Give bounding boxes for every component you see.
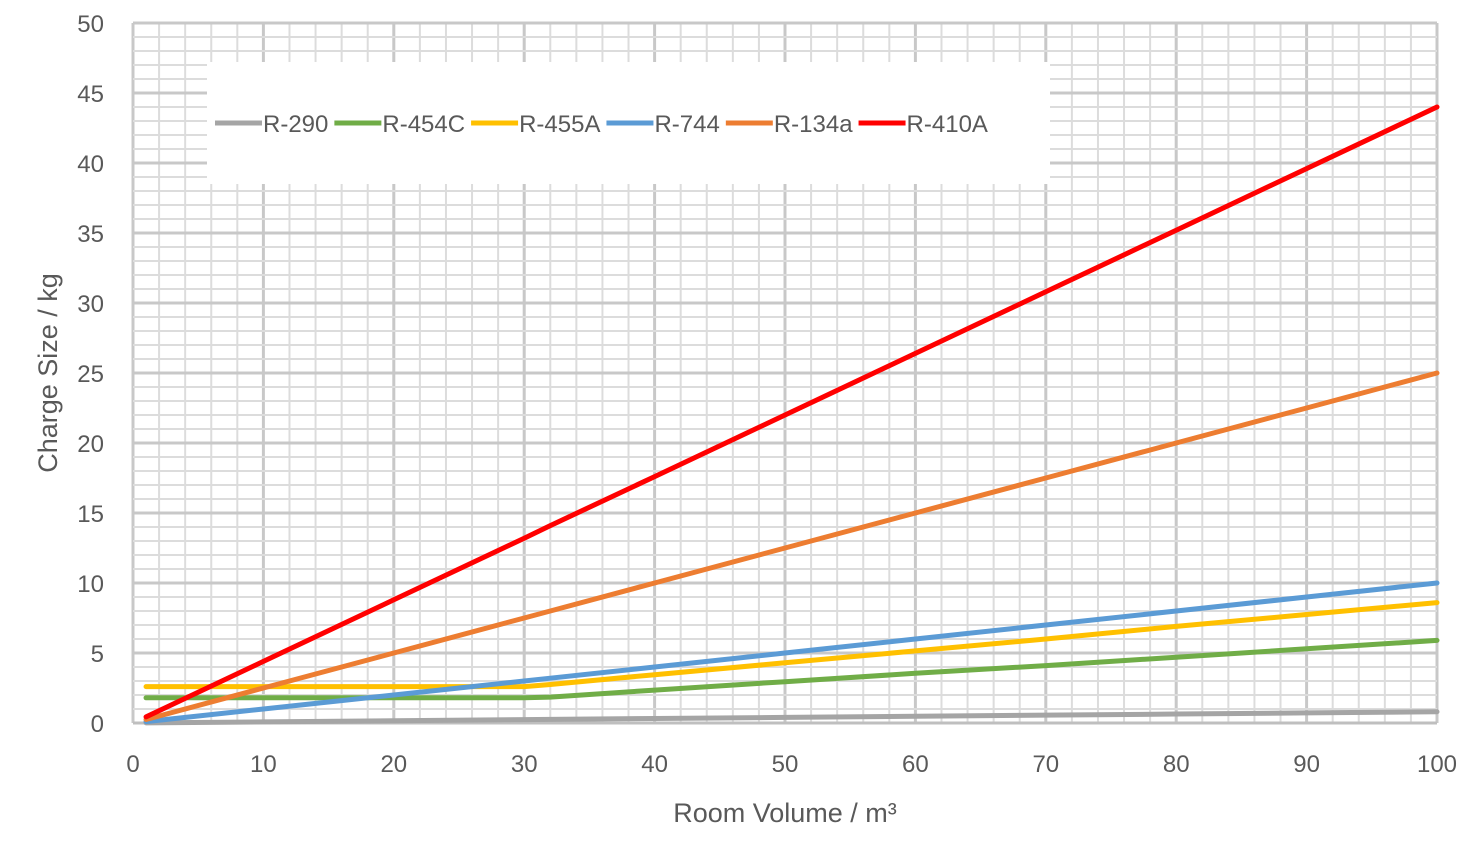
x-tick-label: 10 <box>250 751 277 778</box>
y-tick-label: 35 <box>77 221 104 248</box>
legend-label: R-744 <box>654 111 719 138</box>
series-line-r-410a <box>143 104 1440 720</box>
y-tick-label: 10 <box>77 571 104 598</box>
x-tick-label: 20 <box>380 751 407 778</box>
x-tick-label: 30 <box>511 751 538 778</box>
legend-label: R-410A <box>907 111 988 138</box>
y-tick-label: 30 <box>77 291 104 318</box>
legend-label: R-455A <box>519 111 600 138</box>
series-line-r-455a <box>143 600 1440 690</box>
series-line-r-290 <box>143 709 1440 726</box>
x-tick-label: 70 <box>1032 751 1059 778</box>
y-tick-label: 50 <box>77 11 104 38</box>
x-tick-label: 50 <box>772 751 799 778</box>
x-tick-label: 100 <box>1417 751 1457 778</box>
x-tick-label: 80 <box>1163 751 1190 778</box>
series-line-r-134a <box>143 370 1440 722</box>
legend-label: R-454C <box>382 111 465 138</box>
y-tick-label: 5 <box>91 641 104 668</box>
series-lines <box>143 104 1440 726</box>
legend-label: R-134a <box>774 111 853 138</box>
x-tick-label: 0 <box>126 751 139 778</box>
x-tick-label: 60 <box>902 751 929 778</box>
y-tick-label: 20 <box>77 431 104 458</box>
legend-label: R-290 <box>263 111 328 138</box>
y-tick-label: 40 <box>77 151 104 178</box>
x-tick-label: 90 <box>1293 751 1320 778</box>
y-axis-label: Charge Size / kg <box>33 273 63 473</box>
x-axis-label: Room Volume / m³ <box>673 798 897 828</box>
x-tick-label: 40 <box>641 751 668 778</box>
y-tick-label: 25 <box>77 361 104 388</box>
tick-labels: 0 10 20 30 40 50 60 70 80 90 100 0 5 10 15 20 25 30 35 40 45… <box>77 11 1457 778</box>
legend: R-290 R-454C R-455A R-744 R-134a R-410A <box>215 111 988 138</box>
y-tick-label: 0 <box>91 711 104 738</box>
y-tick-label: 45 <box>77 81 104 108</box>
y-tick-label: 15 <box>77 501 104 528</box>
series-line-r-744 <box>143 580 1440 725</box>
